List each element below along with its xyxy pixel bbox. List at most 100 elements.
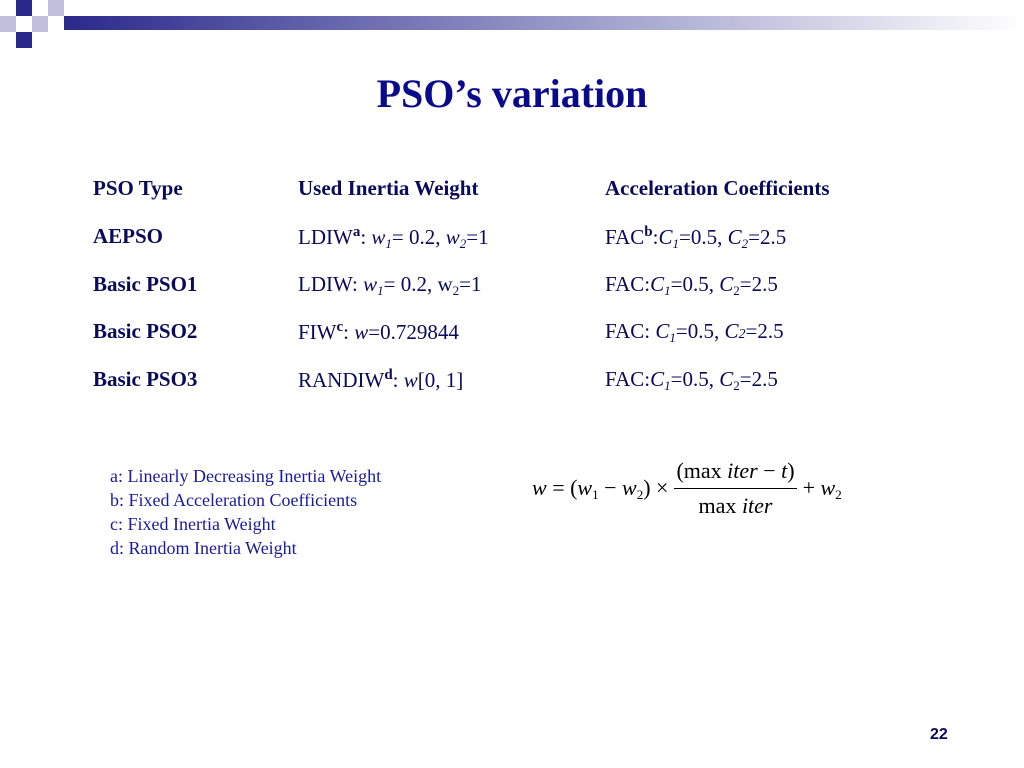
text: PSO Type	[93, 176, 183, 200]
text-run: =1	[459, 272, 482, 296]
footnote: b: Fixed Acceleration Coefficients	[110, 490, 358, 510]
text-run: 2	[835, 486, 842, 502]
table-cell: Basic PSO2	[93, 319, 197, 344]
table-cell: FAC: C1=0.5, C2=2.5	[605, 319, 784, 346]
table-cell: FIWc: w=0.729844	[298, 319, 459, 345]
text-run: =0.5,	[670, 367, 720, 391]
header-decoration	[0, 0, 1024, 48]
text-run: 1	[664, 283, 671, 298]
footnote: a: Linearly Decreasing Inertia Weight	[110, 466, 382, 486]
text: AEPSO	[93, 224, 164, 248]
text-run: LDIW	[298, 225, 353, 249]
table-cell: FAC:C1=0.5, C2=2.5	[605, 272, 778, 299]
text: Acceleration Coefficients	[605, 176, 830, 200]
numerator: (max iter − t)	[674, 458, 797, 489]
text-run: :	[343, 320, 355, 344]
text: Used Inertia Weight	[298, 176, 479, 200]
text-run: 2	[733, 378, 740, 393]
text-run: 2	[733, 283, 740, 298]
text-run: −	[757, 458, 782, 483]
text-run: w	[577, 474, 593, 500]
formula-lhs: w = (w1 − w2) ×	[532, 475, 668, 503]
square	[16, 32, 32, 48]
text-run: C	[724, 319, 739, 343]
text-run: =0.5,	[670, 272, 720, 296]
text-run: FAC:	[605, 367, 651, 391]
square	[0, 16, 16, 32]
text-run: :	[392, 368, 404, 392]
formula: w = (w1 − w2) × (max iter − t) max iter +…	[532, 458, 842, 519]
text-run: 2	[636, 486, 644, 502]
text-run: 2	[459, 236, 467, 251]
text-run: = 0.2,	[391, 225, 446, 249]
text-run: −	[598, 474, 623, 500]
text-run: 2	[738, 327, 746, 342]
text-run: C	[650, 367, 665, 391]
text-run: w	[363, 272, 378, 296]
text-run: C	[719, 367, 734, 391]
text-run: max	[698, 493, 742, 518]
header-cell: Acceleration Coefficients	[605, 176, 830, 201]
text-run: iter	[741, 493, 773, 518]
text-run: )	[787, 458, 795, 483]
text-run: =0.5,	[679, 225, 728, 249]
text-run: w	[532, 474, 547, 500]
header-cell: Used Inertia Weight	[298, 176, 478, 201]
text-run: =0.729844	[368, 320, 459, 344]
table-cell: Basic PSO3	[93, 367, 197, 392]
text-run: 1	[669, 330, 676, 345]
footnote: d: Random Inertia Weight	[110, 538, 297, 558]
text-run: FAC:	[605, 319, 656, 343]
text-run: w	[820, 474, 836, 500]
text-run: 1	[672, 236, 680, 251]
text-run: LDIW:	[298, 272, 364, 296]
text-run: ) ×	[643, 474, 669, 500]
square	[16, 0, 32, 16]
title: PSO’s variation	[376, 71, 648, 116]
text-run: FIW	[298, 320, 337, 344]
text-run: +	[802, 474, 821, 500]
text-run: C	[727, 225, 742, 249]
text-run: d	[384, 367, 393, 383]
text-run: =2.5	[745, 319, 784, 343]
text-run: =0.5,	[675, 319, 725, 343]
text-run: =2.5	[739, 272, 778, 296]
text-run: C	[658, 225, 673, 249]
text-run: 1	[377, 283, 384, 298]
text-run: 2	[452, 283, 460, 298]
text-run: :	[360, 225, 372, 249]
text-run: C	[655, 319, 670, 343]
square	[48, 0, 64, 16]
text-run: 1	[385, 236, 392, 251]
text-run: = 0.2, w	[383, 272, 453, 296]
gradient-bar	[64, 16, 1024, 30]
formula-rhs: + w2	[803, 475, 842, 503]
footnote: c: Fixed Inertia Weight	[110, 514, 276, 534]
text-run: FAC:	[605, 272, 651, 296]
footnotes: a: Linearly Decreasing Inertia Weight b: …	[110, 464, 381, 560]
text-run: w	[354, 320, 369, 344]
text-run: :	[652, 225, 659, 249]
header-cell: PSO Type	[93, 176, 183, 201]
text-run: a	[352, 224, 361, 240]
text-run: 1	[664, 378, 671, 393]
text-run: b	[644, 224, 653, 240]
square	[32, 16, 48, 32]
table-cell: RANDIWd: w[0, 1]	[298, 367, 463, 393]
table-cell: LDIW: w1= 0.2, w2=1	[298, 272, 482, 299]
text: Basic PSO1	[93, 272, 198, 296]
text-run: FAC	[605, 225, 645, 249]
table-cell: FAC:C1=0.5, C2=2.5	[605, 367, 778, 394]
page-number: 22	[930, 726, 948, 743]
table-cell: AEPSO	[93, 224, 163, 249]
text-run: 2	[741, 236, 749, 251]
text-run: t	[781, 458, 788, 483]
text-run: =2.5	[748, 225, 787, 249]
text-run: [0, 1]	[417, 368, 464, 392]
fraction: (max iter − t) max iter	[674, 458, 797, 519]
text-run: C	[650, 272, 665, 296]
text-run: w	[371, 225, 386, 249]
text-run: (max	[676, 458, 728, 483]
text-run: w	[445, 225, 460, 249]
